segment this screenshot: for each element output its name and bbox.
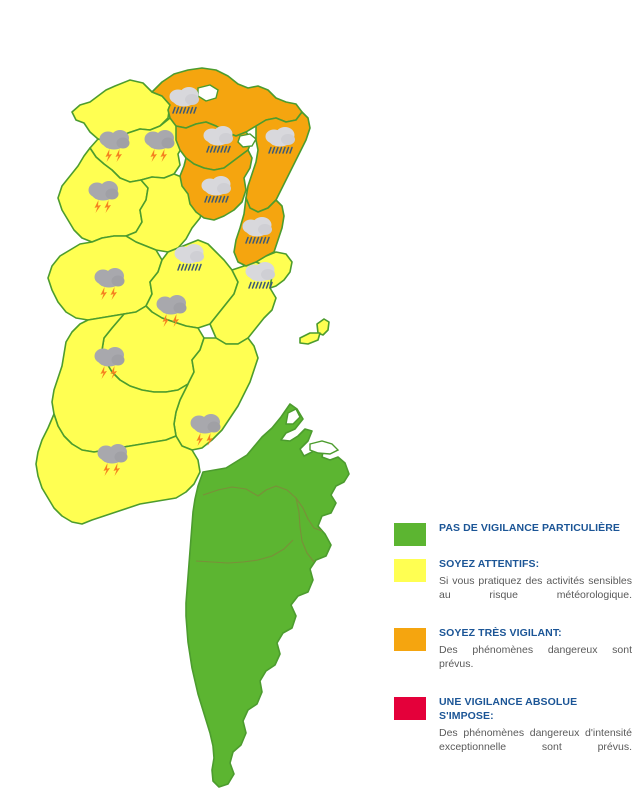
map-svg [35,67,350,788]
region-tataouine-medenine-kebili-gabes[interactable] [185,403,350,788]
legend-swatch-red [394,697,426,721]
legend-swatch-green [394,523,426,546]
vigilance-legend: PAS DE VIGILANCE PARTICULIÈRE SOYEZ ATTE… [394,522,634,776]
internal-boundary-tataouine [195,539,294,564]
legend-item-green[interactable]: PAS DE VIGILANCE PARTICULIÈRE [394,522,634,546]
legend-title-yellow: SOYEZ ATTENTIFS: [439,558,540,570]
internal-boundary-medenine [295,497,315,563]
lake-ichkeul [197,84,219,102]
legend-title-orange: SOYEZ TRÈS VIGILANT: [439,627,562,640]
legend-item-orange[interactable]: SOYEZ TRÈS VIGILANT: Des phénomènes dang… [394,627,634,685]
internal-boundary-gabes [202,485,323,532]
lake-of-tunis [237,133,257,148]
djerba-lagoon [309,440,340,455]
legend-title-red: UNE VIGILANCE ABSOLUE S'IMPOSE: [439,696,578,722]
region-nabeul-cap-bon[interactable] [245,111,311,213]
legend-text-green: PAS DE VIGILANCE PARTICULIÈRE [439,522,634,535]
legend-description-red: Des phénomènes dangereux d'intensité exc… [439,726,632,753]
gulf-of-gabes-water [285,408,301,425]
legend-title-green: PAS DE VIGILANCE PARTICULIÈRE [439,522,621,534]
legend-description-orange: Des phénomènes dangereux sont prévus. [439,644,632,671]
legend-text-yellow: SOYEZ ATTENTIFS: Si vous pratiquez des a… [439,558,634,616]
legend-swatch-yellow [394,559,426,582]
tunisia-vigilance-map [35,67,350,788]
legend-text-orange: SOYEZ TRÈS VIGILANT: Des phénomènes dang… [439,627,634,685]
legend-swatch-orange [394,628,426,652]
legend-item-yellow[interactable]: SOYEZ ATTENTIFS: Si vous pratiquez des a… [394,558,634,616]
legend-item-red[interactable]: UNE VIGILANCE ABSOLUE S'IMPOSE: Des phén… [394,696,634,767]
island-kerkennah-south[interactable] [299,332,321,345]
legend-description-yellow: Si vous pratiquez des activités sensible… [439,575,632,602]
legend-text-red: UNE VIGILANCE ABSOLUE S'IMPOSE: Des phén… [439,696,634,767]
region-group-green [185,403,350,788]
